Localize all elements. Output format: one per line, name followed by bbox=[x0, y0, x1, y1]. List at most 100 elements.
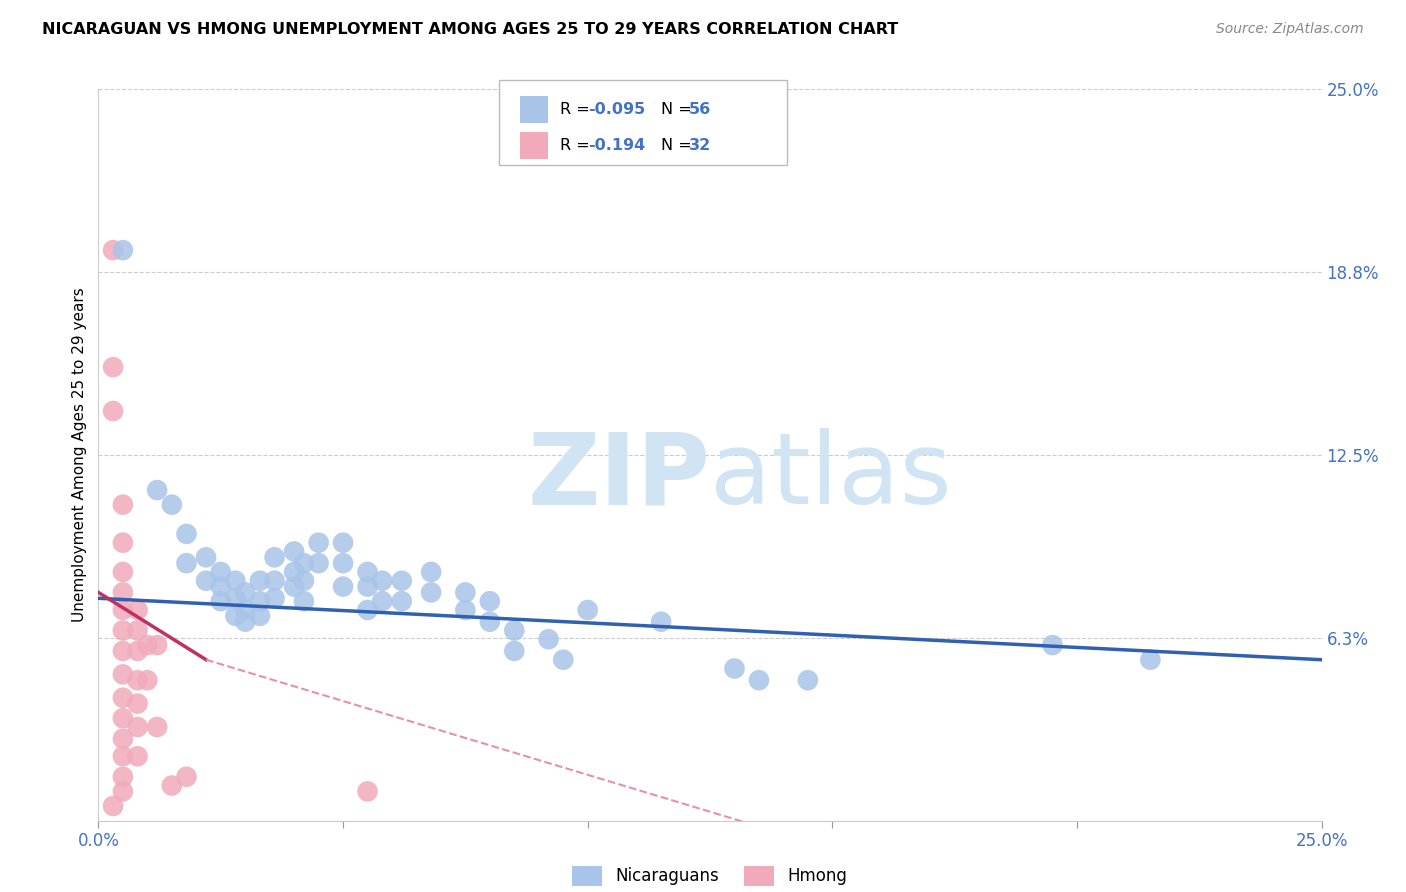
Point bbox=[136, 673, 159, 688]
Point bbox=[478, 594, 501, 608]
Text: N =: N = bbox=[661, 103, 697, 117]
Point bbox=[1139, 653, 1161, 667]
Point bbox=[176, 556, 198, 570]
Point bbox=[136, 638, 159, 652]
Point bbox=[111, 624, 134, 638]
Point bbox=[371, 574, 394, 588]
Point bbox=[454, 603, 477, 617]
Point bbox=[224, 574, 246, 588]
Point bbox=[111, 243, 134, 257]
Point bbox=[292, 574, 315, 588]
Point bbox=[371, 594, 394, 608]
Point bbox=[195, 574, 218, 588]
Point bbox=[101, 243, 124, 257]
Point bbox=[249, 594, 271, 608]
Y-axis label: Unemployment Among Ages 25 to 29 years: Unemployment Among Ages 25 to 29 years bbox=[72, 287, 87, 623]
Point bbox=[332, 535, 354, 549]
Text: -0.194: -0.194 bbox=[588, 138, 645, 153]
Point bbox=[420, 565, 443, 579]
Legend: Nicaraguans, Hmong: Nicaraguans, Hmong bbox=[565, 859, 855, 892]
Point bbox=[233, 603, 256, 617]
Point bbox=[454, 585, 477, 599]
Point bbox=[233, 585, 256, 599]
Point bbox=[420, 585, 443, 599]
Text: atlas: atlas bbox=[710, 428, 952, 525]
Text: Source: ZipAtlas.com: Source: ZipAtlas.com bbox=[1216, 22, 1364, 37]
Point bbox=[356, 784, 378, 798]
Point bbox=[111, 535, 134, 549]
Point bbox=[576, 603, 599, 617]
Point bbox=[127, 720, 149, 734]
Point bbox=[292, 594, 315, 608]
Point bbox=[127, 697, 149, 711]
Point bbox=[263, 550, 285, 565]
Point bbox=[283, 544, 305, 558]
Point bbox=[127, 624, 149, 638]
Point bbox=[553, 653, 575, 667]
Point bbox=[111, 585, 134, 599]
Point bbox=[111, 749, 134, 764]
Point bbox=[356, 565, 378, 579]
Point bbox=[127, 673, 149, 688]
Point bbox=[101, 360, 124, 375]
Point bbox=[478, 615, 501, 629]
Point bbox=[332, 556, 354, 570]
Point bbox=[176, 770, 198, 784]
Point bbox=[111, 498, 134, 512]
Point bbox=[356, 603, 378, 617]
Text: NICARAGUAN VS HMONG UNEMPLOYMENT AMONG AGES 25 TO 29 YEARS CORRELATION CHART: NICARAGUAN VS HMONG UNEMPLOYMENT AMONG A… bbox=[42, 22, 898, 37]
Point bbox=[111, 770, 134, 784]
Point bbox=[101, 404, 124, 418]
Point bbox=[111, 731, 134, 746]
Point bbox=[146, 720, 169, 734]
Point bbox=[263, 574, 285, 588]
Point bbox=[356, 580, 378, 594]
Point bbox=[209, 594, 232, 608]
Point bbox=[127, 644, 149, 658]
Point bbox=[146, 638, 169, 652]
Text: N =: N = bbox=[661, 138, 697, 153]
Point bbox=[249, 608, 271, 623]
Point bbox=[1042, 638, 1064, 652]
Point bbox=[195, 550, 218, 565]
Point bbox=[111, 565, 134, 579]
Point bbox=[111, 711, 134, 725]
Point bbox=[146, 483, 169, 497]
Point bbox=[127, 603, 149, 617]
Point bbox=[308, 556, 330, 570]
Text: R =: R = bbox=[560, 138, 595, 153]
Point bbox=[650, 615, 672, 629]
Point bbox=[283, 580, 305, 594]
Point bbox=[101, 799, 124, 814]
Point bbox=[160, 779, 183, 793]
Text: -0.095: -0.095 bbox=[588, 103, 645, 117]
Point bbox=[283, 565, 305, 579]
Point bbox=[797, 673, 820, 688]
Point bbox=[748, 673, 770, 688]
Point bbox=[332, 580, 354, 594]
Point bbox=[111, 690, 134, 705]
Point bbox=[233, 615, 256, 629]
Text: 32: 32 bbox=[689, 138, 711, 153]
Point bbox=[391, 594, 413, 608]
Point bbox=[160, 498, 183, 512]
Point bbox=[127, 749, 149, 764]
Point bbox=[209, 565, 232, 579]
Point bbox=[308, 535, 330, 549]
Point bbox=[111, 667, 134, 681]
Point bbox=[111, 644, 134, 658]
Text: 56: 56 bbox=[689, 103, 711, 117]
Point bbox=[111, 784, 134, 798]
Point bbox=[176, 527, 198, 541]
Point bbox=[391, 574, 413, 588]
Point bbox=[723, 661, 745, 675]
Point bbox=[249, 574, 271, 588]
Point bbox=[503, 624, 526, 638]
Text: R =: R = bbox=[560, 103, 595, 117]
Point bbox=[537, 632, 560, 647]
Point bbox=[224, 608, 246, 623]
Point bbox=[209, 580, 232, 594]
Point bbox=[224, 591, 246, 606]
Point bbox=[111, 603, 134, 617]
Point bbox=[292, 556, 315, 570]
